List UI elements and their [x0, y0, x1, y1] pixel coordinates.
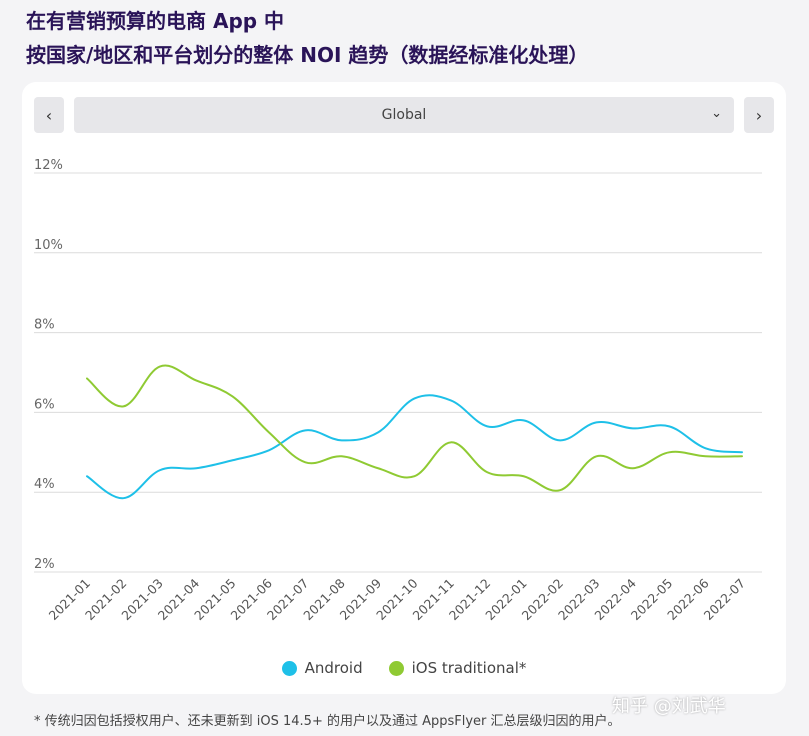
data-point-android — [194, 466, 199, 471]
data-point-ios-traditional — [85, 376, 90, 381]
previous-region-button[interactable]: ‹ — [34, 97, 64, 133]
data-point-android — [376, 430, 381, 435]
data-point-ios-traditional — [667, 450, 672, 455]
data-point-ios-traditional — [448, 440, 453, 445]
legend-item-ios-traditional[interactable]: iOS traditional* — [388, 659, 527, 677]
data-point-ios-traditional — [740, 454, 745, 459]
data-point-android — [630, 426, 635, 431]
data-point-ios-traditional — [194, 378, 199, 383]
series-line-android — [86, 394, 743, 500]
data-point-ios-traditional — [485, 470, 490, 475]
data-point-android — [412, 396, 417, 401]
data-point-ios-traditional — [121, 404, 126, 409]
y-tick-label: 4% — [34, 477, 55, 492]
legend-label-ios-traditional: iOS traditional* — [411, 659, 527, 677]
data-point-ios-traditional — [303, 460, 308, 465]
data-point-android — [303, 428, 308, 433]
data-point-android — [448, 398, 453, 403]
chart-title-line-2: 按国家/地区和平台划分的整体 NOI 趋势（数据经标准化处理） — [26, 43, 589, 67]
y-tick-label: 2% — [34, 557, 55, 572]
chevron-down-icon: ⌄ — [711, 106, 722, 121]
data-point-ios-traditional — [412, 474, 417, 479]
chart-title: 在有营销预算的电商 App 中 按国家/地区和平台划分的整体 NOI 趋势（数据… — [26, 4, 796, 72]
data-point-ios-traditional — [703, 454, 708, 459]
chart-title-line-1: 在有营销预算的电商 App 中 — [26, 9, 285, 33]
chart-card: ‹ Global ⌄ › 12% 10% 8% 6% 4% 2% 2021-01 2021-0… — [22, 82, 786, 694]
data-point-ios-traditional — [558, 488, 563, 493]
legend-swatch-ios-traditional — [388, 660, 404, 676]
series-line-ios-traditional — [86, 364, 743, 492]
data-point-android — [85, 474, 90, 479]
y-tick-label: 10% — [34, 238, 63, 253]
line-chart: 12%10%8%6%4%2%2021-012021-022021-032021-… — [34, 158, 762, 623]
legend-item-android[interactable]: Android — [281, 659, 363, 677]
data-point-ios-traditional — [266, 430, 271, 435]
y-tick-label: 12% — [34, 158, 63, 173]
data-point-android — [157, 468, 162, 473]
region-select[interactable]: Global ⌄ — [74, 97, 734, 133]
data-point-ios-traditional — [594, 454, 599, 459]
data-point-android — [121, 496, 126, 501]
next-region-button[interactable]: › — [744, 97, 774, 133]
data-point-android — [266, 448, 271, 453]
data-point-android — [667, 424, 672, 429]
data-point-android — [521, 418, 526, 423]
chevron-left-icon: ‹ — [45, 105, 53, 125]
chart-legend: Android iOS traditional* — [22, 656, 786, 680]
y-tick-label: 8% — [34, 318, 55, 333]
data-point-ios-traditional — [376, 466, 381, 471]
footnote: * 传统归因包括授权用户、还未更新到 iOS 14.5+ 的用户以及通过 App… — [34, 714, 621, 729]
data-point-ios-traditional — [230, 394, 235, 399]
data-point-ios-traditional — [339, 454, 344, 459]
region-select-value: Global — [381, 107, 427, 123]
data-point-android — [703, 446, 708, 451]
data-point-android — [230, 458, 235, 463]
data-point-android — [339, 438, 344, 443]
chevron-right-icon: › — [755, 105, 763, 125]
legend-label-android: Android — [304, 659, 363, 677]
watermark: 知乎 @刘武华 — [612, 696, 726, 717]
legend-swatch-android — [281, 660, 297, 676]
data-point-ios-traditional — [157, 364, 162, 369]
data-point-android — [594, 420, 599, 425]
data-point-android — [485, 424, 490, 429]
data-point-ios-traditional — [521, 474, 526, 479]
data-point-ios-traditional — [630, 466, 635, 471]
y-tick-label: 6% — [34, 397, 55, 412]
data-point-android — [558, 438, 563, 443]
